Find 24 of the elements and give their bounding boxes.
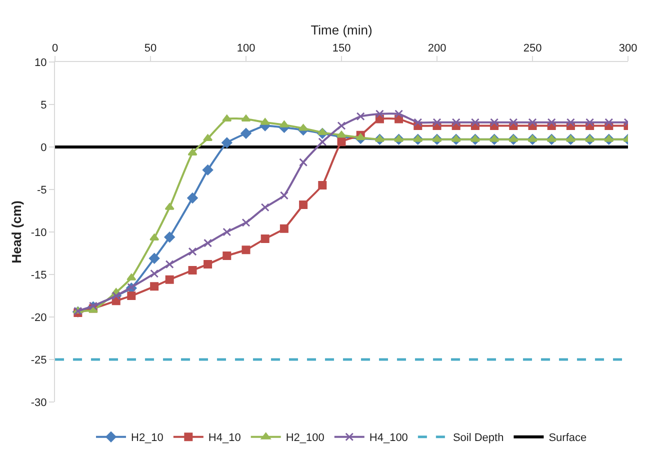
x-axis-title: Time (min) <box>310 22 372 38</box>
y-tick-label: 10 <box>34 56 47 69</box>
legend-label: H2_10 <box>131 432 164 444</box>
y-axis-title: Head (cm) <box>8 200 24 264</box>
y-tick-label: -25 <box>30 354 47 366</box>
x-tick-label: 50 <box>144 42 157 55</box>
x-tick-label: 150 <box>332 42 351 55</box>
y-tick-label: -10 <box>30 226 47 239</box>
legend-label: H2_100 <box>286 432 324 444</box>
legend-label: Surface <box>548 432 587 444</box>
legend-label: Soil Depth <box>452 432 504 444</box>
x-tick-label: 0 <box>52 42 58 55</box>
y-tick-label: 0 <box>40 142 47 154</box>
y-tick-label: -5 <box>37 184 47 196</box>
x-tick-label: 250 <box>523 42 542 55</box>
x-tick-label: 200 <box>428 42 446 55</box>
legend-label: H4_100 <box>369 432 408 444</box>
y-tick-label: -15 <box>30 269 47 282</box>
legend-label: H4_10 <box>208 432 241 444</box>
y-tick-label: -20 <box>30 312 47 324</box>
x-tick-label: 100 <box>236 42 256 55</box>
y-tick-label: -30 <box>30 396 47 409</box>
y-tick-label: 5 <box>40 99 47 112</box>
x-tick-label: 300 <box>618 42 638 55</box>
